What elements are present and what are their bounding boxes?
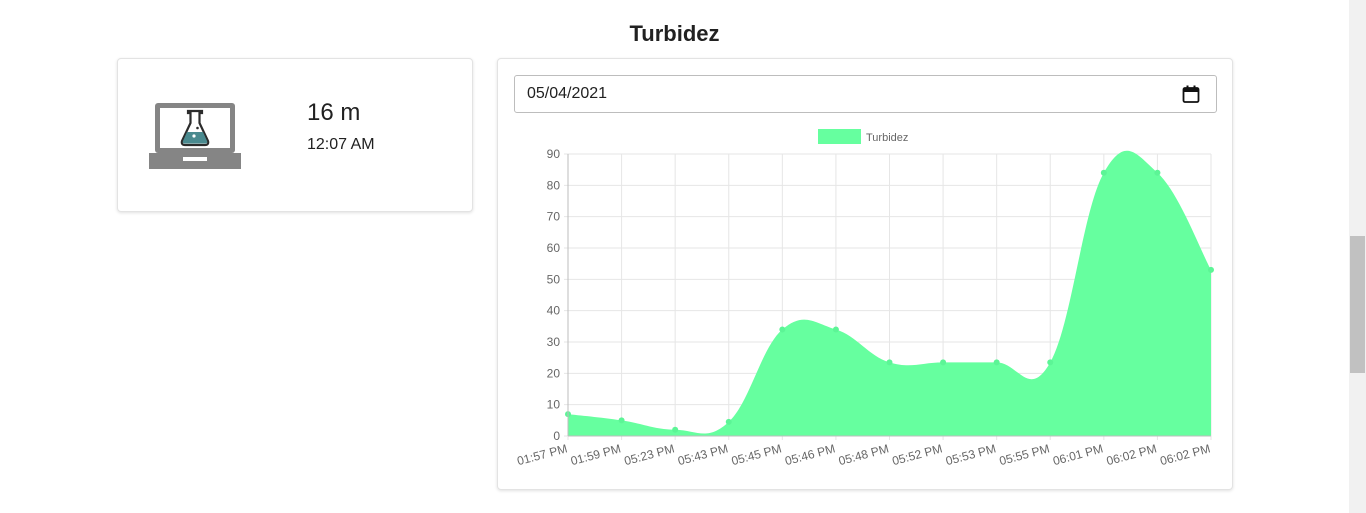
x-tick-label: 01:59 PM	[569, 441, 622, 468]
calendar-icon[interactable]	[1182, 85, 1200, 103]
page-title-text: Turbidez	[629, 21, 720, 46]
y-tick-label: 40	[547, 304, 561, 318]
legend-label: Turbidez	[866, 132, 908, 144]
x-tick-label: 06:02 PM	[1105, 441, 1158, 468]
page-scrollbar[interactable]	[1349, 0, 1366, 513]
data-point	[725, 418, 732, 425]
data-point	[940, 359, 947, 366]
turbidity-chart: Turbidez 0 10 20 30 40 50 60 70 80 90 01:57 PM 01:59…	[516, 129, 1214, 468]
data-point	[672, 426, 679, 433]
x-tick-label: 05:53 PM	[944, 441, 997, 468]
duration-value: 16 m	[307, 99, 361, 126]
y-tick-label: 90	[547, 147, 561, 161]
x-tick-label: 05:45 PM	[730, 441, 783, 468]
legend-swatch	[818, 129, 861, 144]
x-tick-label: 05:55 PM	[998, 441, 1051, 468]
date-input[interactable]: 05/04/2021	[514, 75, 1217, 113]
x-tick-label: 06:01 PM	[1051, 441, 1104, 468]
x-tick-label: 05:52 PM	[891, 441, 944, 468]
data-point	[1208, 266, 1214, 273]
x-tick-label: 05:43 PM	[676, 441, 729, 468]
data-point	[1100, 169, 1107, 176]
y-tick-label: 80	[547, 178, 561, 192]
x-tick-label: 05:48 PM	[837, 441, 890, 468]
y-tick-label: 20	[547, 366, 561, 380]
scrollbar-thumb[interactable]	[1350, 236, 1365, 373]
y-tick-label: 70	[547, 210, 561, 224]
y-tick-label: 30	[547, 335, 561, 349]
x-tick-label: 05:23 PM	[623, 441, 676, 468]
y-tick-label: 10	[547, 398, 561, 412]
y-tick-label: 50	[547, 272, 561, 286]
data-point	[779, 326, 786, 333]
data-point	[1154, 169, 1161, 176]
time-value: 12:07 AM	[307, 136, 375, 153]
y-tick-label: 0	[553, 429, 560, 443]
data-point	[1047, 359, 1054, 366]
data-point	[832, 326, 839, 333]
y-tick-label: 60	[547, 241, 561, 255]
data-point	[886, 359, 893, 366]
summary-card: 16 m 12:07 AM	[117, 58, 473, 212]
x-tick-label: 06:02 PM	[1159, 441, 1212, 468]
date-value: 05/04/2021	[527, 85, 608, 102]
chart-card: 05/04/2021 Turbidez 0 10 20 30 40 50 60 70 80 90 01…	[497, 58, 1233, 490]
page-title: Turbidez	[0, 21, 1349, 47]
x-tick-label: 05:46 PM	[783, 441, 836, 468]
data-point	[618, 417, 625, 424]
data-point	[993, 359, 1000, 366]
laptop-flask-icon	[149, 103, 241, 169]
x-tick-label: 01:57 PM	[516, 441, 569, 468]
